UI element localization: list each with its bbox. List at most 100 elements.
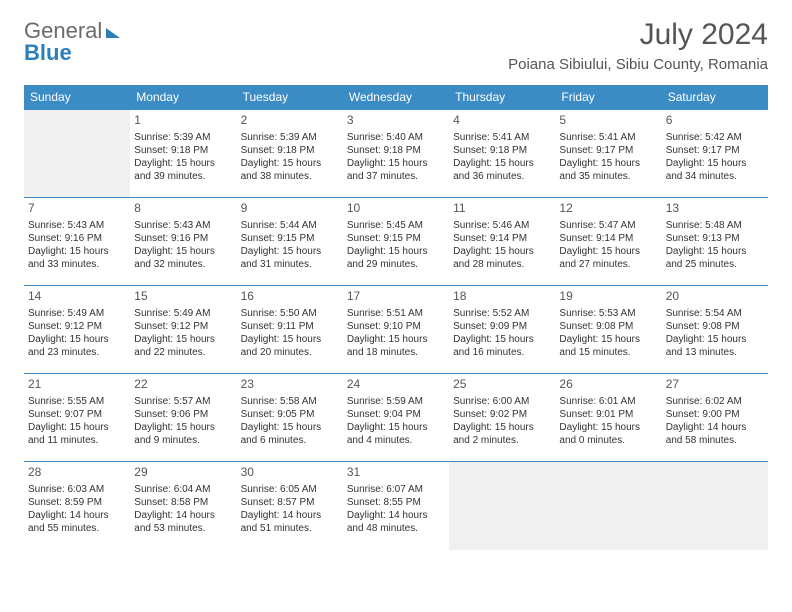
day-number: 18: [453, 289, 551, 305]
day-number: 26: [559, 377, 657, 393]
day-number: 12: [559, 201, 657, 217]
day-header: Wednesday: [343, 85, 449, 110]
sunset-line: Sunset: 9:08 PM: [666, 320, 764, 333]
sunrise-line: Sunrise: 5:51 AM: [347, 307, 445, 320]
sunrise-line: Sunrise: 5:52 AM: [453, 307, 551, 320]
sunrise-line: Sunrise: 5:47 AM: [559, 219, 657, 232]
day-number: 30: [241, 465, 339, 481]
sunrise-line: Sunrise: 5:49 AM: [28, 307, 126, 320]
daylight-line: Daylight: 14 hours and 48 minutes.: [347, 509, 445, 535]
daylight-line: Daylight: 15 hours and 9 minutes.: [134, 421, 232, 447]
sunrise-line: Sunrise: 5:41 AM: [559, 131, 657, 144]
sunrise-line: Sunrise: 5:49 AM: [134, 307, 232, 320]
day-number: 6: [666, 113, 764, 129]
calendar-cell: 21Sunrise: 5:55 AMSunset: 9:07 PMDayligh…: [24, 374, 130, 462]
sunset-line: Sunset: 8:58 PM: [134, 496, 232, 509]
calendar-cell: 17Sunrise: 5:51 AMSunset: 9:10 PMDayligh…: [343, 286, 449, 374]
calendar-week-row: 1 Sunrise: 5:39 AM Sunset: 9:18 PM Daylight…: [24, 110, 768, 198]
sunrise-line: Sunrise: 6:03 AM: [28, 483, 126, 496]
day-number: 27: [666, 377, 764, 393]
calendar-cell: 12Sunrise: 5:47 AMSunset: 9:14 PMDayligh…: [555, 198, 661, 286]
daylight-line: Daylight: 15 hours and 31 minutes.: [241, 245, 339, 271]
day-header: Saturday: [662, 85, 768, 110]
sunrise-line: Sunrise: 5:45 AM: [347, 219, 445, 232]
calendar-cell: 26Sunrise: 6:01 AMSunset: 9:01 PMDayligh…: [555, 374, 661, 462]
sunset-line: Sunset: 8:57 PM: [241, 496, 339, 509]
sunset-line: Sunset: 9:08 PM: [559, 320, 657, 333]
day-number: 2: [241, 113, 339, 129]
sunset-line: Sunset: 9:15 PM: [347, 232, 445, 245]
sunset-line: Sunset: 9:09 PM: [453, 320, 551, 333]
sunrise-line: Sunrise: 5:48 AM: [666, 219, 764, 232]
calendar-cell: 3Sunrise: 5:40 AMSunset: 9:18 PMDaylight…: [343, 110, 449, 198]
sunset-line: Sunset: 9:17 PM: [559, 144, 657, 157]
calendar-cell: 25Sunrise: 6:00 AMSunset: 9:02 PMDayligh…: [449, 374, 555, 462]
sunset-line: Sunset: 9:18 PM: [347, 144, 445, 157]
daylight-line: Daylight: 15 hours and 39 minutes.: [134, 157, 232, 183]
calendar-week-row: 28Sunrise: 6:03 AMSunset: 8:59 PMDayligh…: [24, 462, 768, 550]
calendar-cell: 18 Sunrise: 5:52 AMSunset: 9:09 PMDayligh…: [449, 286, 555, 374]
day-number: 8: [134, 201, 232, 217]
day-header: Thursday: [449, 85, 555, 110]
sunset-line: Sunset: 9:11 PM: [241, 320, 339, 333]
sunset-line: Sunset: 9:18 PM: [453, 144, 551, 157]
sunset-line: Sunset: 9:00 PM: [666, 408, 764, 421]
calendar-header-row: SundayMondayTuesdayWednesdayThursdayFrid…: [24, 85, 768, 110]
day-number: 22: [134, 377, 232, 393]
sunrise-line: Sunrise: 5:40 AM: [347, 131, 445, 144]
sunset-line: Sunset: 9:17 PM: [666, 144, 764, 157]
daylight-line: Daylight: 15 hours and 13 minutes.: [666, 333, 764, 359]
day-number: 21: [28, 377, 126, 393]
calendar-cell: [449, 462, 555, 550]
daylight-line: Daylight: 15 hours and 38 minutes.: [241, 157, 339, 183]
day-number: 3: [347, 113, 445, 129]
sunset-line: Sunset: 9:04 PM: [347, 408, 445, 421]
daylight-line: Daylight: 15 hours and 32 minutes.: [134, 245, 232, 271]
sunrise-line: Sunrise: 5:50 AM: [241, 307, 339, 320]
logo-blue: Blue: [24, 40, 72, 65]
day-number: 28: [28, 465, 126, 481]
sunrise-line: Sunrise: 6:02 AM: [666, 395, 764, 408]
sunset-line: Sunset: 9:06 PM: [134, 408, 232, 421]
sunset-line: Sunset: 9:07 PM: [28, 408, 126, 421]
day-header: Friday: [555, 85, 661, 110]
calendar-cell: 22Sunrise: 5:57 AMSunset: 9:06 PMDayligh…: [130, 374, 236, 462]
calendar-cell: 4Sunrise: 5:41 AMSunset: 9:18 PMDaylight…: [449, 110, 555, 198]
day-number: 1: [134, 113, 232, 129]
daylight-line: Daylight: 15 hours and 25 minutes.: [666, 245, 764, 271]
calendar-cell: 16Sunrise: 5:50 AMSunset: 9:11 PMDayligh…: [237, 286, 343, 374]
sunrise-line: Sunrise: 5:59 AM: [347, 395, 445, 408]
daylight-line: Daylight: 14 hours and 51 minutes.: [241, 509, 339, 535]
calendar-cell: 1Sunrise: 5:39 AMSunset: 9:18 PMDaylight…: [130, 110, 236, 198]
daylight-line: Daylight: 15 hours and 4 minutes.: [347, 421, 445, 447]
sunset-line: Sunset: 9:16 PM: [28, 232, 126, 245]
calendar-cell: 2Sunrise: 5:39 AMSunset: 9:18 PMDaylight…: [237, 110, 343, 198]
sunset-line: Sunset: 9:15 PM: [241, 232, 339, 245]
sunset-line: Sunset: 9:14 PM: [559, 232, 657, 245]
day-number: 29: [134, 465, 232, 481]
daylight-line: Daylight: 15 hours and 16 minutes.: [453, 333, 551, 359]
day-number: 20: [666, 289, 764, 305]
sunrise-line: Sunrise: 5:39 AM: [241, 131, 339, 144]
sunset-line: Sunset: 9:05 PM: [241, 408, 339, 421]
calendar-cell: 29Sunrise: 6:04 AMSunset: 8:58 PMDayligh…: [130, 462, 236, 550]
calendar-cell: 23Sunrise: 5:58 AMSunset: 9:05 PMDayligh…: [237, 374, 343, 462]
sunset-line: Sunset: 9:14 PM: [453, 232, 551, 245]
daylight-line: Daylight: 14 hours and 53 minutes.: [134, 509, 232, 535]
sunrise-line: Sunrise: 5:43 AM: [134, 219, 232, 232]
sunrise-line: Sunrise: 5:54 AM: [666, 307, 764, 320]
daylight-line: Daylight: 14 hours and 58 minutes.: [666, 421, 764, 447]
calendar-cell: 20 Sunrise: 5:54 AMSunset: 9:08 PMDayligh…: [662, 286, 768, 374]
calendar-cell: 7Sunrise: 5:43 AMSunset: 9:16 PMDaylight…: [24, 198, 130, 286]
day-number: 14: [28, 289, 126, 305]
daylight-line: Daylight: 15 hours and 35 minutes.: [559, 157, 657, 183]
daylight-line: Daylight: 15 hours and 33 minutes.: [28, 245, 126, 271]
calendar-cell: [24, 110, 130, 198]
daylight-line: Daylight: 15 hours and 23 minutes.: [28, 333, 126, 359]
daylight-line: Daylight: 15 hours and 34 minutes.: [666, 157, 764, 183]
day-header: Tuesday: [237, 85, 343, 110]
calendar-cell: 14Sunrise: 5:49 AMSunset: 9:12 PMDayligh…: [24, 286, 130, 374]
calendar-cell: 8Sunrise: 5:43 AMSunset: 9:16 PMDaylight…: [130, 198, 236, 286]
sunset-line: Sunset: 9:10 PM: [347, 320, 445, 333]
day-number: 15: [134, 289, 232, 305]
